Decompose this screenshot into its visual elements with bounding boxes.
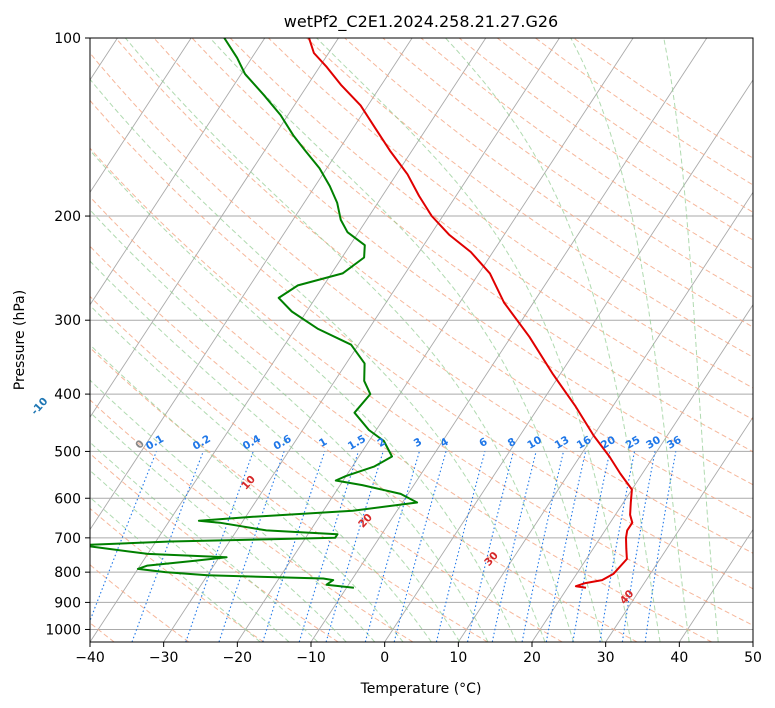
moist-adiabat-line <box>570 38 690 642</box>
temperature-profile-line <box>308 38 634 589</box>
dry-adiabat-line <box>229 38 753 421</box>
mixing-ratio-line <box>185 451 254 642</box>
dry-adiabat-label: -10 <box>29 395 51 417</box>
isotherm-line <box>90 38 413 531</box>
x-tick-label: −10 <box>296 650 326 666</box>
mixing-ratio-line <box>393 451 447 642</box>
y-tick-label: 100 <box>54 31 81 47</box>
dry-adiabat-line <box>90 507 264 642</box>
isotherm-line <box>752 641 753 642</box>
y-axis-label: Pressure (hPa) <box>12 290 28 390</box>
mixing-ratio-line <box>90 451 157 623</box>
x-tick-label: 20 <box>523 650 541 666</box>
mixing-ratio-line <box>131 451 204 642</box>
y-tick-label: 800 <box>54 565 81 581</box>
dry-adiabat-line <box>306 38 753 358</box>
dry-adiabat-line <box>115 38 753 520</box>
moist-adiabat-line <box>90 344 404 642</box>
moist-adiabat-line <box>316 38 632 642</box>
isotherm-line <box>457 191 753 642</box>
moist-adiabat-line <box>125 38 575 642</box>
dewpoint-profile-line <box>90 38 419 589</box>
mixing-ratio-line <box>621 451 656 642</box>
isotherm-line <box>531 303 753 642</box>
mixing-ratio-line <box>435 451 486 642</box>
y-tick-label: 500 <box>54 444 81 460</box>
y-tick-label: 1000 <box>45 622 81 638</box>
background-lines <box>90 38 753 642</box>
dry-adiabat-line <box>90 147 753 626</box>
x-tick-label: 0 <box>380 650 389 666</box>
dry-adiabat-line <box>90 346 488 642</box>
isotherm-line <box>384 79 753 642</box>
mixing-ratio-line <box>466 451 514 642</box>
x-tick-label: 40 <box>670 650 688 666</box>
x-axis-label: Temperature (°C) <box>360 681 482 697</box>
y-tick-label: 600 <box>54 491 81 507</box>
mixing-ratio-line <box>218 451 285 642</box>
moist-adiabat-line <box>445 38 661 642</box>
moist-adiabat-line <box>90 149 517 642</box>
mixing-ratio-line <box>298 451 359 642</box>
mixing-ratio-line <box>262 451 326 642</box>
moist-adiabat-line <box>209 38 603 642</box>
x-tick-label: 10 <box>449 650 467 666</box>
y-tick-label: 300 <box>54 313 81 329</box>
isotherm-line <box>90 38 339 418</box>
moist-adiabat-line <box>90 441 319 642</box>
dry-adiabat-line <box>90 99 753 590</box>
x-tick-label: 30 <box>597 650 615 666</box>
x-tick-label: −20 <box>223 650 253 666</box>
dry-adiabat-line <box>90 196 712 642</box>
moist-adiabat-line <box>90 379 376 642</box>
x-tick-label: −40 <box>75 650 105 666</box>
y-tick-label: 200 <box>54 209 81 225</box>
isotherm-line <box>236 38 634 642</box>
isotherm-line <box>163 38 560 642</box>
mixing-ratio-line <box>325 451 384 642</box>
mixing-ratio-line <box>644 451 677 642</box>
y-tick-label: 400 <box>54 387 81 403</box>
moist-adiabat-line <box>90 260 461 642</box>
isotherm-line <box>605 416 753 642</box>
dry-adiabat-line <box>268 38 753 389</box>
chart-title: wetPf2_C2E1.2024.258.21.27.G26 <box>284 12 558 32</box>
x-tick-label: 50 <box>744 650 762 666</box>
dry-adiabat-line <box>153 38 753 486</box>
moist-adiabat-line <box>90 411 347 642</box>
axes: −40 −30 −20 −10 0 10 20 30 40 50 100 200 300 400 500 60… <box>45 31 762 666</box>
y-tick-label: 900 <box>54 595 81 611</box>
moist-adiabat-line <box>663 38 719 642</box>
isotherm-line <box>90 38 192 194</box>
isotherm-line <box>90 38 266 306</box>
profile-lines <box>90 38 634 589</box>
moist-adiabat-line <box>90 78 546 642</box>
mixing-ratio-line <box>364 451 420 642</box>
isotherm-line <box>678 528 753 642</box>
y-tick-label: 700 <box>54 531 81 547</box>
dry-adiabat-line <box>90 295 563 642</box>
moist-adiabat-line <box>90 304 432 642</box>
plot-frame <box>89 37 754 643</box>
x-tick-label: −30 <box>149 650 179 666</box>
moist-adiabat-line <box>90 469 290 642</box>
